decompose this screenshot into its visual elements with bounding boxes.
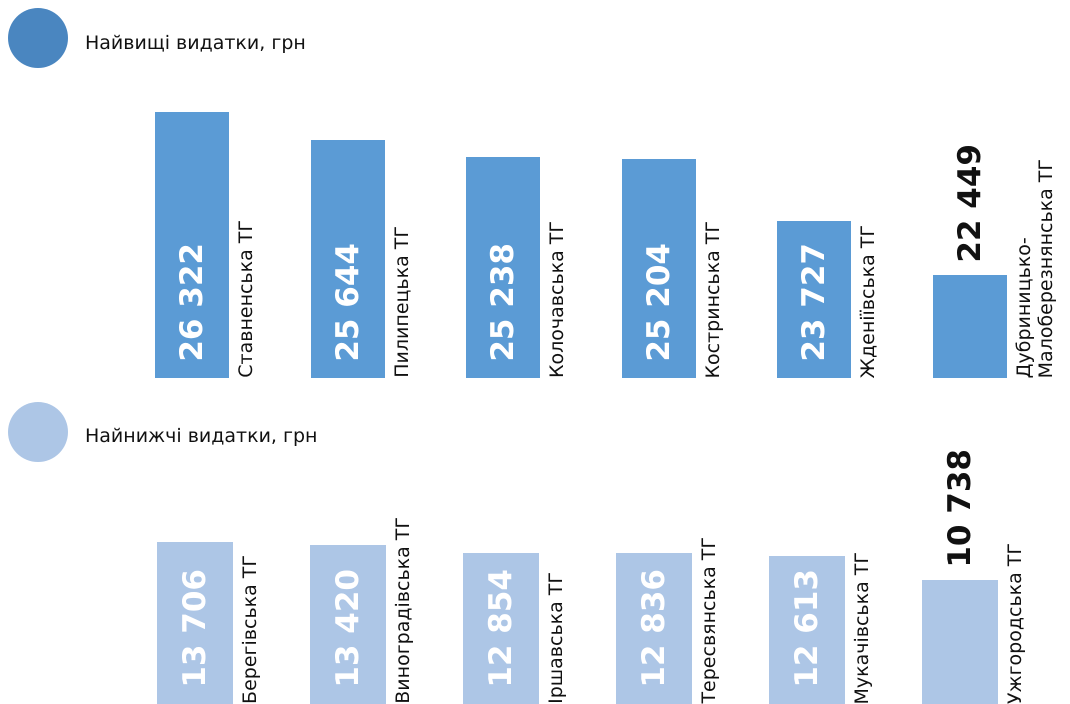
value-label: 12 854 <box>483 569 519 688</box>
chart-title: Найвищі видатки, грн <box>85 32 306 54</box>
bar <box>777 221 852 378</box>
category-label: Ставненська ТГ <box>235 220 257 378</box>
value-label: 25 238 <box>485 243 522 362</box>
category-label: Виноградівська ТГ <box>392 517 414 704</box>
value-label: 12 613 <box>789 569 825 688</box>
bar <box>157 541 233 704</box>
bar <box>155 111 229 378</box>
legend-circle <box>8 402 68 462</box>
bar <box>616 552 692 704</box>
value-label: 10 738 <box>942 449 978 568</box>
value-label: 13 420 <box>330 569 366 688</box>
bar <box>310 140 385 378</box>
value-label: 25 204 <box>640 243 677 362</box>
value-label: 13 706 <box>177 569 213 688</box>
category-label: Ужгородська ТГ <box>1004 542 1026 704</box>
value-label: 26 322 <box>174 243 210 362</box>
legend-circle <box>8 8 68 68</box>
category-label: Колочавська ТГ <box>546 221 569 378</box>
category-label: Пилипецька ТГ <box>390 226 413 378</box>
category-label: Дубриницько- Малоберезнянська ТГ <box>1013 158 1057 378</box>
bar <box>933 274 1007 378</box>
category-label: Мукачівська ТГ <box>851 551 873 704</box>
bar <box>466 157 541 378</box>
bar <box>310 545 386 704</box>
bar <box>922 579 998 704</box>
bar <box>463 552 539 704</box>
category-label: Іршавська ТГ <box>545 572 567 704</box>
value-label: 25 644 <box>329 243 366 362</box>
category-label: Костринська ТГ <box>701 220 724 378</box>
value-label: 23 727 <box>796 243 833 362</box>
category-label: Жденіївська ТГ <box>857 224 880 378</box>
bar <box>769 555 845 704</box>
bar <box>621 158 696 378</box>
value-label: 12 836 <box>636 569 672 688</box>
value-label: 22 449 <box>952 144 988 263</box>
category-label: Тересвянська ТГ <box>698 537 720 704</box>
category-label: Берегівська ТГ <box>239 555 261 704</box>
chart-title: Найнижчі видатки, грн <box>85 425 318 447</box>
